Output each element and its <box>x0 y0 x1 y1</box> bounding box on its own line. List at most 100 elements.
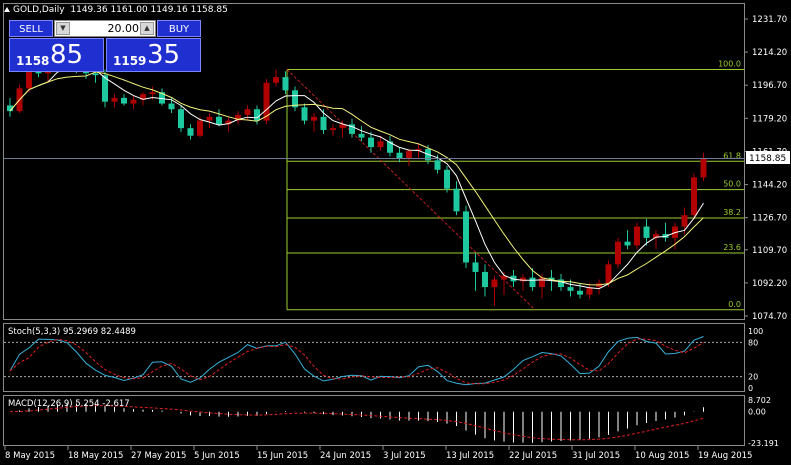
current-price-tag <box>746 151 790 164</box>
price-tick-label: 1231.70 <box>752 15 787 25</box>
price-tick-label: 1179.20 <box>752 114 787 124</box>
candle-body <box>577 290 583 295</box>
candle-body <box>111 97 118 102</box>
candle-body <box>311 116 317 121</box>
candle-body <box>396 152 403 159</box>
candle-body <box>700 158 707 178</box>
candle-body <box>254 109 260 121</box>
stoch-signal-line <box>9 338 704 385</box>
candle-body <box>330 128 336 131</box>
candle-body <box>225 120 232 125</box>
time-tick-label: 15 Jun 2015 <box>257 451 308 461</box>
candle-body <box>605 264 612 284</box>
candle-body <box>187 128 194 136</box>
candle-body <box>634 226 640 246</box>
main-chart-panel[interactable] <box>3 3 745 320</box>
lot-decrease-icon[interactable]: ▼ <box>56 22 70 35</box>
candle-body <box>273 77 279 83</box>
candle-body <box>121 97 127 104</box>
price-tick-label: 1074.70 <box>752 312 787 322</box>
time-axis: 8 May 2015 18 May 2015 27 May 2015 5 Jun 20… <box>4 446 752 461</box>
sell-price-button[interactable]: 1158 85 <box>9 38 104 72</box>
candle-body <box>197 120 203 136</box>
price-tick-label: 1214.20 <box>752 48 787 58</box>
macd-signal-line <box>9 405 704 441</box>
candle-body <box>691 177 697 216</box>
buy-price-big: 35 <box>147 40 181 70</box>
time-tick-label: 18 May 2015 <box>68 451 123 461</box>
candle-body <box>178 109 184 129</box>
collapse-arrow-icon[interactable] <box>4 7 10 12</box>
macd-panel[interactable] <box>3 395 745 446</box>
price-tick-label: 1126.70 <box>752 214 787 224</box>
candle-body <box>491 279 498 288</box>
buy-button[interactable]: BUY <box>157 20 201 37</box>
lot-increase-icon[interactable]: ▲ <box>140 22 154 35</box>
buy-price-button[interactable]: 1159 35 <box>106 38 201 72</box>
stoch-label: Stoch(5,3,3) 95.2969 82.4489 <box>8 327 136 337</box>
sell-price-big: 85 <box>50 40 84 70</box>
price-tick-label: 1092.20 <box>752 279 787 289</box>
candle-body <box>320 116 327 131</box>
candle-body <box>339 124 346 129</box>
time-tick-label: 8 May 2015 <box>5 451 55 461</box>
candle-body <box>539 277 545 288</box>
candle-body <box>26 69 32 89</box>
ohlc-label: 1149.36 1161.00 1149.16 1158.85 <box>70 5 228 15</box>
moving-averages <box>9 67 704 290</box>
candle-body <box>282 77 289 91</box>
candle-body <box>520 277 526 282</box>
lot-size-field[interactable]: ▼ 20.00 ▲ <box>54 20 156 37</box>
candle-body <box>168 103 175 110</box>
price-tick-label: 1144.20 <box>752 181 787 191</box>
stoch-main-line <box>9 336 704 386</box>
one-click-trading-panel: SELL ▼ 20.00 ▲ BUY 1158 85 1159 35 <box>9 20 201 72</box>
candle-body <box>7 105 13 112</box>
moving-average-line <box>9 67 704 290</box>
time-tick-label: 10 Aug 2015 <box>635 451 689 461</box>
lot-size-value[interactable]: 20.00 <box>107 22 140 35</box>
fibonacci-retracement: 100.0 61.8 50.0 38.2 23.6 0.0 <box>286 60 744 311</box>
candle-body <box>358 133 365 138</box>
time-tick-label: 27 May 2015 <box>131 451 186 461</box>
candle-body <box>387 141 393 153</box>
candle-body <box>349 124 355 134</box>
candle-body <box>216 116 222 125</box>
price-tick-label: 1196.70 <box>752 81 787 91</box>
candle-body <box>510 275 517 282</box>
price-tick-label: 1109.70 <box>752 246 787 256</box>
candle-body <box>529 277 536 288</box>
time-tick-label: 3 Jul 2015 <box>383 451 426 461</box>
stoch-tick-label: 20 <box>748 373 758 382</box>
candle-body <box>444 169 450 189</box>
sell-price-small: 1158 <box>16 54 50 68</box>
symbol-label: GOLD,Daily <box>13 5 65 15</box>
candle-body <box>567 287 574 291</box>
candle-body <box>149 92 156 95</box>
candle-body <box>206 116 213 121</box>
candle-body <box>472 262 479 272</box>
candle-body <box>653 234 659 238</box>
candle-body <box>159 92 165 104</box>
moving-average-line <box>9 71 704 286</box>
stoch-panel[interactable] <box>3 323 745 392</box>
stoch-tick-label: 100 <box>748 327 763 336</box>
fib-level-label: 61.8 <box>723 151 741 160</box>
time-tick-label: 13 Jul 2015 <box>446 451 494 461</box>
fib-level-label: 50.0 <box>723 180 741 189</box>
candle-body <box>643 226 650 238</box>
candle-body <box>263 82 270 121</box>
chart-title: GOLD,Daily 1149.36 1161.00 1149.16 1158.… <box>4 5 228 15</box>
candle-body <box>624 241 631 246</box>
sell-button[interactable]: SELL <box>9 20 53 37</box>
candle-body <box>301 107 308 121</box>
candle-body <box>102 75 108 102</box>
candle-body <box>415 148 422 151</box>
candle-body <box>377 141 384 148</box>
candle-body <box>501 275 507 280</box>
fib-level-label: 38.2 <box>723 208 741 217</box>
candle-body <box>244 109 251 115</box>
stochastic-oscillator: 100 80 20 0 <box>4 327 763 393</box>
time-tick-label: 24 Jun 2015 <box>320 451 371 461</box>
